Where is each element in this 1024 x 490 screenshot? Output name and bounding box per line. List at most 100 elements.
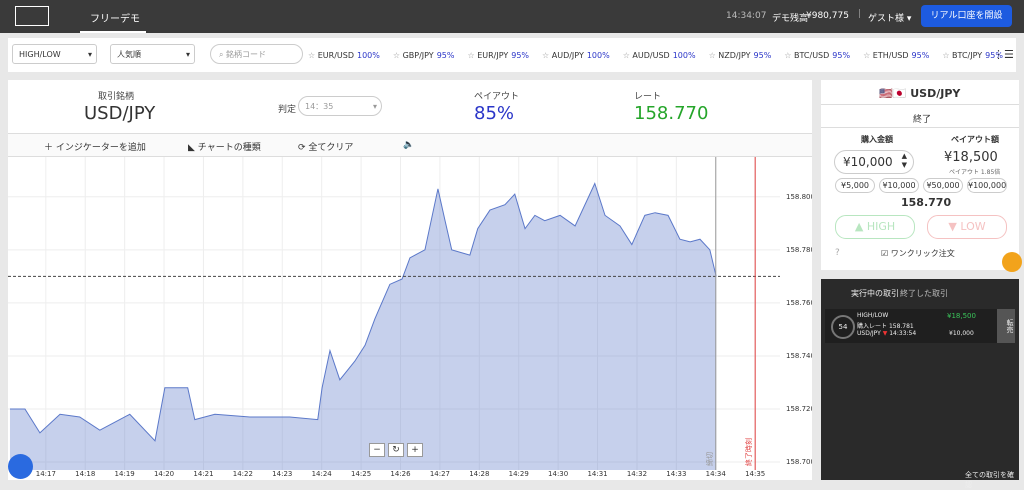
high-button[interactable]: ▲ HIGH (835, 215, 915, 239)
tab-underline (80, 31, 146, 33)
trade-type: HIGH/LOW (857, 312, 889, 319)
gift-icon[interactable] (1002, 252, 1022, 272)
pair-item[interactable]: ☆ GBP/JPY 95% (393, 51, 455, 60)
balance: ¥980,775 (806, 11, 849, 21)
preset-button[interactable]: ¥100,000 (967, 178, 1007, 193)
time-marker-label: 終了時刻 (744, 438, 753, 466)
preset-button[interactable]: ¥10,000 (879, 178, 919, 193)
time-marker-label: 締切 (705, 452, 714, 466)
one-click[interactable]: ☑ ワンクリック注文 (881, 249, 955, 258)
zoom-controls: − ↻ + (369, 443, 423, 457)
pair-item[interactable]: ☆ AUD/USD 100% (623, 51, 696, 60)
mode-tab[interactable]: フリーデモ (90, 14, 140, 25)
pair-name: AUD/JPY (551, 50, 584, 60)
pair-payout: 95% (511, 50, 530, 60)
preset-button[interactable]: ¥50,000 (923, 178, 963, 193)
closed-tab[interactable]: 終了した取引 (900, 289, 948, 298)
search-box[interactable]: ⌕ 銘柄コード (210, 44, 303, 64)
toolbar: ＋ インジケーターを追加 ◣ チャートの種類 ⟳ 全てクリア 🔈 (8, 133, 812, 157)
help-icon[interactable]: ? (835, 248, 840, 258)
pair-item[interactable]: ☆ AUD/JPY 100% (542, 51, 610, 60)
low-button[interactable]: ▼ LOW (927, 215, 1007, 239)
pair-payout: 95% (911, 50, 930, 60)
search-placeholder: 銘柄コード (226, 50, 267, 59)
star: ☆ (942, 50, 953, 60)
user-menu[interactable]: ゲスト様 ▾ (868, 14, 912, 24)
x-tick-label: 14:18 (75, 470, 95, 478)
pair-payout: 95% (436, 50, 455, 60)
trade-rate-label: 購入レート (857, 323, 888, 330)
x-tick-label: 14:17 (36, 470, 56, 478)
pair-name: EUR/USD (317, 50, 354, 60)
order-asset-name: USD/JPY (910, 87, 961, 100)
x-tick-label: 14:28 (469, 470, 489, 478)
x-tick-label: 14:34 (706, 470, 727, 478)
clear-all-label: 全てクリア (308, 143, 354, 153)
pair-name: BTC/JPY (952, 50, 983, 60)
one-click-label: ワンクリック注文 (890, 249, 955, 258)
all-trades[interactable]: 全ての取引を確認 (965, 471, 1014, 489)
star: ☆ (784, 50, 795, 60)
top-bar: フリーデモ 14:34:07 デモ残高 ¥980,775 | ゲスト様 ▾ リア… (0, 0, 1024, 33)
x-tick-label: 14:22 (233, 470, 253, 478)
sort-select[interactable]: 人気順 ▾ (110, 44, 195, 64)
divider (821, 127, 1019, 128)
pair-payout: 95% (753, 50, 772, 60)
order-status: 終了 (913, 115, 932, 125)
rate-label: レート (634, 92, 662, 102)
menu-icon[interactable]: ⋮☰ (993, 48, 1014, 61)
y-tick-label: 158.720 (786, 405, 812, 413)
pair-item[interactable]: ☆ BTC/USD 95% (784, 51, 850, 60)
pair-item[interactable]: ☆ BTC/JPY 95% (942, 51, 1003, 60)
y-tick-label: 158.760 (786, 299, 812, 307)
resell-button[interactable]: 転売 (997, 309, 1015, 343)
open-account-button[interactable]: リアル口座を開設 (921, 5, 1012, 27)
y-tick-label: 158.700 (786, 458, 812, 466)
x-tick-label: 14:31 (587, 470, 607, 478)
pair-name: EUR/JPY (477, 50, 509, 60)
trade-time: 14:33:54 (889, 330, 917, 337)
chat-button[interactable] (8, 454, 33, 479)
zoom-reset[interactable]: ↻ (388, 443, 404, 457)
x-tick-label: 14:26 (390, 470, 411, 478)
trade-payout: ¥18,500 (947, 312, 976, 320)
x-tick-label: 14:32 (627, 470, 647, 478)
pair-item[interactable]: ☆ EUR/USD 100% (308, 51, 380, 60)
pair-name: ETH/USD (872, 50, 909, 60)
x-tick-label: 14:23 (272, 470, 292, 478)
high-label: HIGH (866, 220, 896, 233)
balance-label: デモ残高 (772, 14, 809, 24)
clear-all[interactable]: ⟳ 全てクリア (298, 143, 354, 153)
type-select[interactable]: HIGH/LOW ▾ (12, 44, 97, 64)
x-tick-label: 14:29 (509, 470, 529, 478)
order-asset: 🇺🇸🇯🇵 USD/JPY (879, 87, 961, 100)
chart-type-label: チャートの種類 (197, 143, 261, 153)
zoom-out[interactable]: − (369, 443, 385, 457)
pair-item[interactable]: ☆ ETH/USD 95% (863, 51, 929, 60)
pair-payout: 95% (985, 50, 1003, 60)
expiry-select[interactable]: 14：35 ▾ (298, 96, 382, 116)
trade-panel: 取引銘柄 USD/JPY 判定 14：35 ▾ ペイアウト 85% レート 158… (8, 80, 812, 480)
pair-name: GBP/JPY (402, 50, 434, 60)
active-tab[interactable]: 実行中の取引 (851, 289, 899, 298)
logo[interactable] (15, 6, 49, 26)
rate: 158.770 (634, 103, 709, 124)
star: ☆ (308, 50, 318, 60)
star: ☆ (708, 50, 719, 60)
zoom-in[interactable]: + (407, 443, 423, 457)
sound[interactable]: 🔈 (403, 140, 415, 150)
add-indicator[interactable]: ＋ インジケーターを追加 (44, 143, 146, 153)
sort-value: 人気順 (117, 50, 141, 59)
pair-payout: 100% (672, 50, 696, 60)
pair-name: NZD/JPY (718, 50, 751, 60)
chart-type[interactable]: ◣ チャートの種類 (188, 143, 261, 153)
x-tick-label: 14:21 (193, 470, 213, 478)
star: ☆ (467, 50, 478, 60)
amount-input[interactable]: ¥10,000 ▲ ▼ (834, 150, 914, 174)
pair-item[interactable]: ☆ NZD/JPY 95% (709, 51, 772, 60)
star: ☆ (622, 50, 633, 60)
preset-button[interactable]: ¥5,000 (835, 178, 875, 193)
pair-item[interactable]: ☆ EUR/JPY 95% (467, 51, 529, 60)
trade-amount: ¥10,000 (949, 330, 974, 337)
